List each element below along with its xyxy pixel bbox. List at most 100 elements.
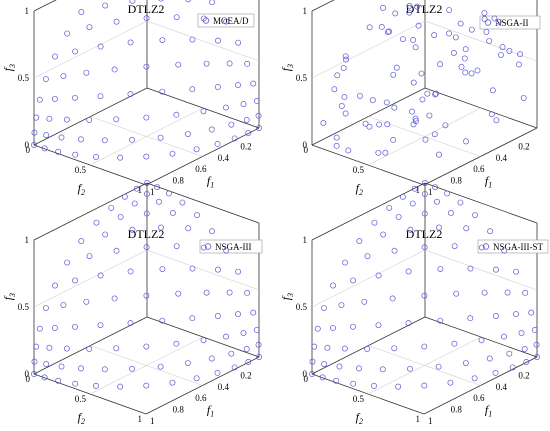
x-tick-label: 0.8	[451, 405, 463, 415]
data-point	[214, 84, 221, 90]
data-point	[129, 136, 135, 143]
data-point	[333, 377, 340, 384]
data-point	[111, 295, 118, 302]
data-point	[321, 361, 328, 368]
data-point	[78, 365, 84, 372]
z-tick-label: 0	[303, 140, 308, 150]
data-point	[169, 379, 176, 386]
data-point	[55, 148, 62, 155]
x-tick-label: 0.6	[195, 164, 207, 174]
data-point	[492, 370, 499, 376]
data-point	[495, 18, 502, 25]
data-point	[405, 320, 412, 327]
data-point	[406, 9, 413, 16]
data-point	[446, 7, 453, 13]
data-point	[506, 47, 513, 54]
data-point	[433, 90, 439, 97]
x-axis-label: f1	[485, 402, 492, 418]
z-axis-label: f3	[279, 64, 295, 71]
data-point	[72, 380, 79, 387]
y-tick-label: 1	[416, 414, 421, 424]
data-point	[471, 375, 478, 382]
data-point	[486, 355, 493, 362]
data-point	[101, 366, 108, 373]
legend-label: NSGA-II	[495, 18, 529, 28]
data-point	[311, 343, 318, 350]
data-point	[93, 219, 100, 226]
data-point	[243, 117, 250, 123]
z-axis-label: f3	[1, 293, 17, 300]
data-point	[41, 374, 48, 381]
data-point	[113, 116, 120, 123]
data-point	[462, 46, 469, 53]
data-point	[235, 82, 241, 89]
legend-box	[479, 15, 541, 30]
data-point	[235, 39, 242, 46]
x-tick-label: 0.2	[518, 141, 529, 151]
data-point	[488, 111, 495, 118]
data-point	[31, 142, 37, 148]
data-point	[255, 341, 262, 348]
y-tick-label: 0	[26, 145, 31, 155]
data-point	[457, 199, 464, 206]
panel-3: 00.51f300.51f20.20.40.60.81f1DTLZ2NSGA-I…	[1, 180, 263, 426]
top-edge-right	[424, 182, 538, 224]
data-point	[173, 111, 180, 118]
data-point	[154, 184, 161, 191]
x-tick-label: 0.8	[451, 176, 463, 186]
x-axis-sub: 1	[210, 409, 214, 418]
y-tick-label: 1	[138, 185, 143, 195]
data-point	[41, 145, 48, 152]
legend-marker	[482, 243, 490, 250]
data-point	[451, 243, 458, 250]
data-point	[244, 289, 251, 296]
data-point	[451, 340, 458, 347]
z-tick-label: 0.5	[296, 73, 308, 83]
data-point	[338, 103, 345, 109]
data-point	[481, 16, 488, 23]
data-point	[442, 122, 449, 129]
data-point	[340, 64, 347, 71]
data-point	[329, 324, 336, 331]
data-point	[157, 363, 164, 370]
y-tick-label: 0.5	[75, 165, 87, 175]
z-axis-sub: 3	[8, 64, 17, 69]
data-point	[117, 154, 124, 161]
data-point	[492, 313, 499, 319]
legend-marker	[204, 243, 212, 250]
y-axis-sub: 2	[81, 188, 85, 197]
legend-label: MOEA/D	[213, 16, 249, 26]
data-point	[435, 363, 442, 370]
data-point	[364, 253, 371, 260]
data-point	[226, 289, 233, 296]
y-tick-label: 0	[26, 374, 31, 384]
data-point	[399, 193, 406, 200]
data-point	[331, 86, 338, 93]
data-point	[173, 14, 180, 21]
data-point	[341, 345, 348, 352]
data-point	[393, 64, 400, 71]
data-point	[113, 247, 120, 254]
data-point	[391, 247, 398, 254]
data-point	[113, 345, 120, 352]
x-tick-label: 0.4	[218, 153, 230, 163]
data-point	[64, 259, 71, 266]
data-point	[156, 198, 162, 205]
data-point	[97, 272, 104, 279]
z-axis-sub: 3	[286, 64, 295, 69]
data-point	[55, 377, 62, 384]
data-point	[143, 292, 150, 299]
data-point	[431, 131, 438, 138]
data-point	[179, 199, 186, 206]
data-point	[33, 114, 40, 121]
data-point	[117, 213, 124, 220]
data-point	[51, 324, 58, 331]
data-point	[446, 30, 452, 37]
data-point	[72, 323, 78, 330]
z-tick-label: 0.5	[18, 302, 30, 312]
data-point	[143, 63, 150, 70]
y-tick-label: 0.5	[75, 394, 87, 404]
data-point	[357, 92, 363, 99]
x-axis-sub: 1	[488, 409, 492, 418]
